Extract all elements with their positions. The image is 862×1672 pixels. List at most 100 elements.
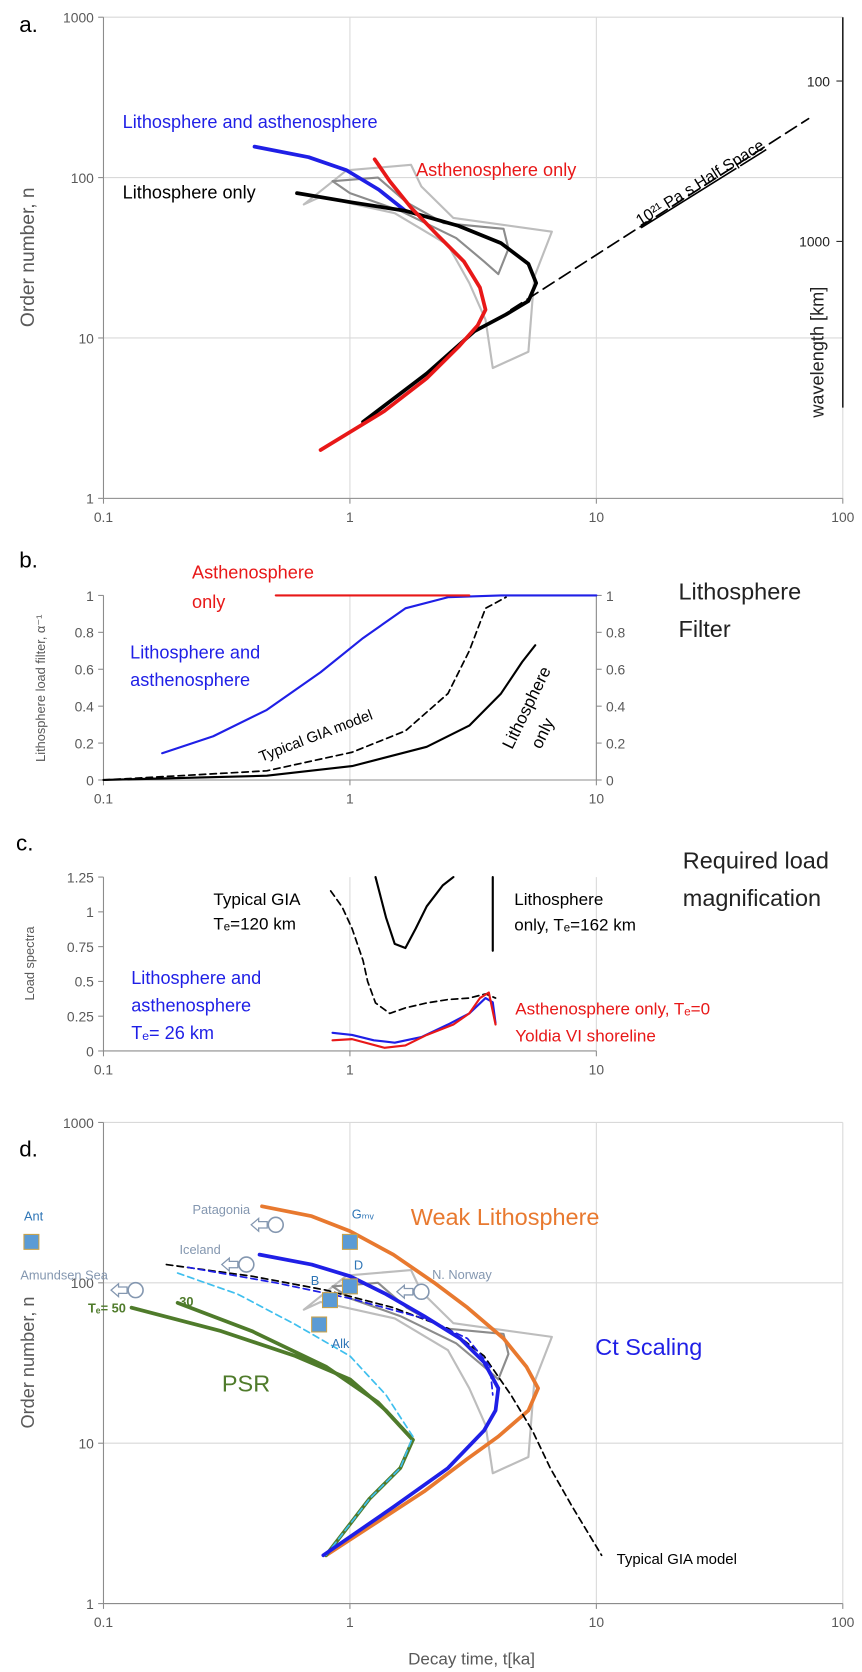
series-label: Lithosphere and asthenosphere <box>130 642 260 690</box>
series-label-line: Typical GIA <box>213 890 301 909</box>
series-line <box>257 1252 501 1558</box>
point-arrow <box>220 1256 239 1273</box>
series-label-line: Tₑ=120 km <box>213 914 296 933</box>
y-axis-label: Order number, n <box>18 1296 38 1428</box>
series-label-line: Typical GIA model <box>617 1551 737 1568</box>
y-tick-label: 0.25 <box>67 1009 94 1025</box>
point-square <box>341 1233 358 1250</box>
point-label: Iceland <box>179 1242 220 1257</box>
point-circle <box>238 1256 255 1273</box>
series-line <box>260 1204 540 1558</box>
y-tick-label: 1 <box>86 904 94 920</box>
point-circle <box>267 1216 285 1234</box>
point-label: Gₘᵥ <box>352 1206 375 1221</box>
y-axis-label-line: Order number, n <box>18 1296 38 1428</box>
x-axis-label-line: Decay time, t[ka] <box>408 1649 535 1668</box>
series-label: Ct Scaling <box>595 1334 702 1360</box>
y-axis-label-line: Lithosphere load filter, α⁻¹ <box>33 615 48 762</box>
side-title: Required load magnification <box>683 848 829 911</box>
y-tick-label: 100 <box>71 1275 94 1291</box>
series-label-line: only <box>527 715 558 752</box>
point-arrow <box>250 1217 268 1233</box>
series-label: Asthenosphere only <box>416 160 577 180</box>
series-label: 10²¹ Pa s Half Space <box>633 137 767 230</box>
point-square <box>23 1233 40 1250</box>
y-axis-label: Order number, n <box>18 187 39 327</box>
series-label: Lithosphere only, Tₑ=162 km <box>514 890 636 935</box>
x-tick-label: 10 <box>589 509 605 525</box>
y2-tick-label: 0.6 <box>606 662 626 678</box>
side-title-line: Filter <box>679 616 731 642</box>
x-axis-label: Decay time, t[ka] <box>408 1649 535 1668</box>
y-tick-label: 0.4 <box>75 699 95 715</box>
y2-tick-label: 1 <box>606 588 614 604</box>
y-tick-label: 10 <box>78 330 94 346</box>
series-label: Lithosphere and asthenosphere Tₑ= 26 km <box>131 968 261 1043</box>
series-label: Typical GIA Tₑ=120 km <box>213 890 301 934</box>
x-tick-label: 0.1 <box>94 1614 114 1630</box>
x-tick-label: 1 <box>346 509 354 525</box>
y-tick-label: 1000 <box>63 1115 94 1131</box>
y-tick-label: 0.75 <box>67 939 94 955</box>
series-line <box>302 1269 553 1475</box>
series-label-line: Yoldia VI shoreline <box>515 1026 656 1045</box>
point-square <box>341 1278 358 1295</box>
side-title-line: Required load <box>683 848 829 874</box>
x-tick-label: 0.1 <box>94 509 114 525</box>
x-tick-label: 10 <box>589 790 605 806</box>
series-label-line: 10²¹ Pa s Half Space <box>633 137 767 230</box>
y-tick-label: 100 <box>71 170 94 186</box>
point-arrow <box>395 1283 414 1300</box>
series-label: Lithosphere only <box>123 183 257 203</box>
y-tick-label: 1 <box>86 491 94 507</box>
series-line <box>510 117 810 311</box>
series-label-line: Asthenosphere only, Tₑ=0 <box>515 1000 710 1019</box>
series-line <box>165 1263 603 1557</box>
y-tick-label: 0.5 <box>75 974 95 990</box>
series-label-line: Weak Lithosphere <box>411 1204 600 1230</box>
point-arrow <box>110 1282 128 1298</box>
series-line <box>331 176 510 276</box>
series-line <box>302 163 553 370</box>
point-square <box>311 1316 328 1333</box>
series-line <box>331 996 497 1044</box>
series-label-line: Asthenosphere <box>192 562 314 582</box>
series-label: Lithosphere and asthenosphere <box>123 112 378 132</box>
y-tick-label: 1000 <box>63 10 94 26</box>
series-line <box>252 144 408 213</box>
series-line <box>187 1266 494 1396</box>
y2-tick-label: 0 <box>606 772 614 788</box>
series-line <box>176 1272 414 1557</box>
series-label: Typical GIA model <box>617 1551 737 1568</box>
series-line <box>175 1300 415 1442</box>
panel-label: b. <box>19 548 38 573</box>
series-line <box>329 890 497 1015</box>
x-tick-label: 1 <box>346 1061 354 1077</box>
panel-label: a. <box>19 12 38 37</box>
y-axis-label-line: Load spectra <box>22 926 37 1001</box>
annotation-line: PSR <box>222 1370 270 1396</box>
series-label-line: Asthenosphere only <box>416 160 577 180</box>
series-line <box>102 596 507 781</box>
y2-tick-label: 0.4 <box>606 699 626 715</box>
series-line <box>161 594 598 755</box>
series-label: Typical GIA model <box>257 707 375 766</box>
x-tick-label: 0.1 <box>94 1061 114 1077</box>
series-label: Asthenosphere only, Tₑ=0 Yoldia VI shorel… <box>515 1000 710 1046</box>
series-line <box>102 644 537 782</box>
point-label: N. Norway <box>432 1267 492 1282</box>
x-tick-label: 0.1 <box>94 790 114 806</box>
x-tick-label: 10 <box>589 1061 605 1077</box>
point-label: B <box>311 1273 320 1288</box>
series-label: 30 <box>179 1294 193 1309</box>
series-label-line: Lithosphere only <box>123 183 257 203</box>
series-line <box>129 1305 415 1558</box>
y-tick-label: 0 <box>86 772 94 788</box>
point-label: Ant <box>24 1209 44 1224</box>
series-label-line: Lithosphere and <box>131 968 261 988</box>
point-circle <box>127 1281 144 1299</box>
y2-tick-label: 0.8 <box>606 625 626 641</box>
y-axis-label: Load spectra <box>22 926 37 1001</box>
